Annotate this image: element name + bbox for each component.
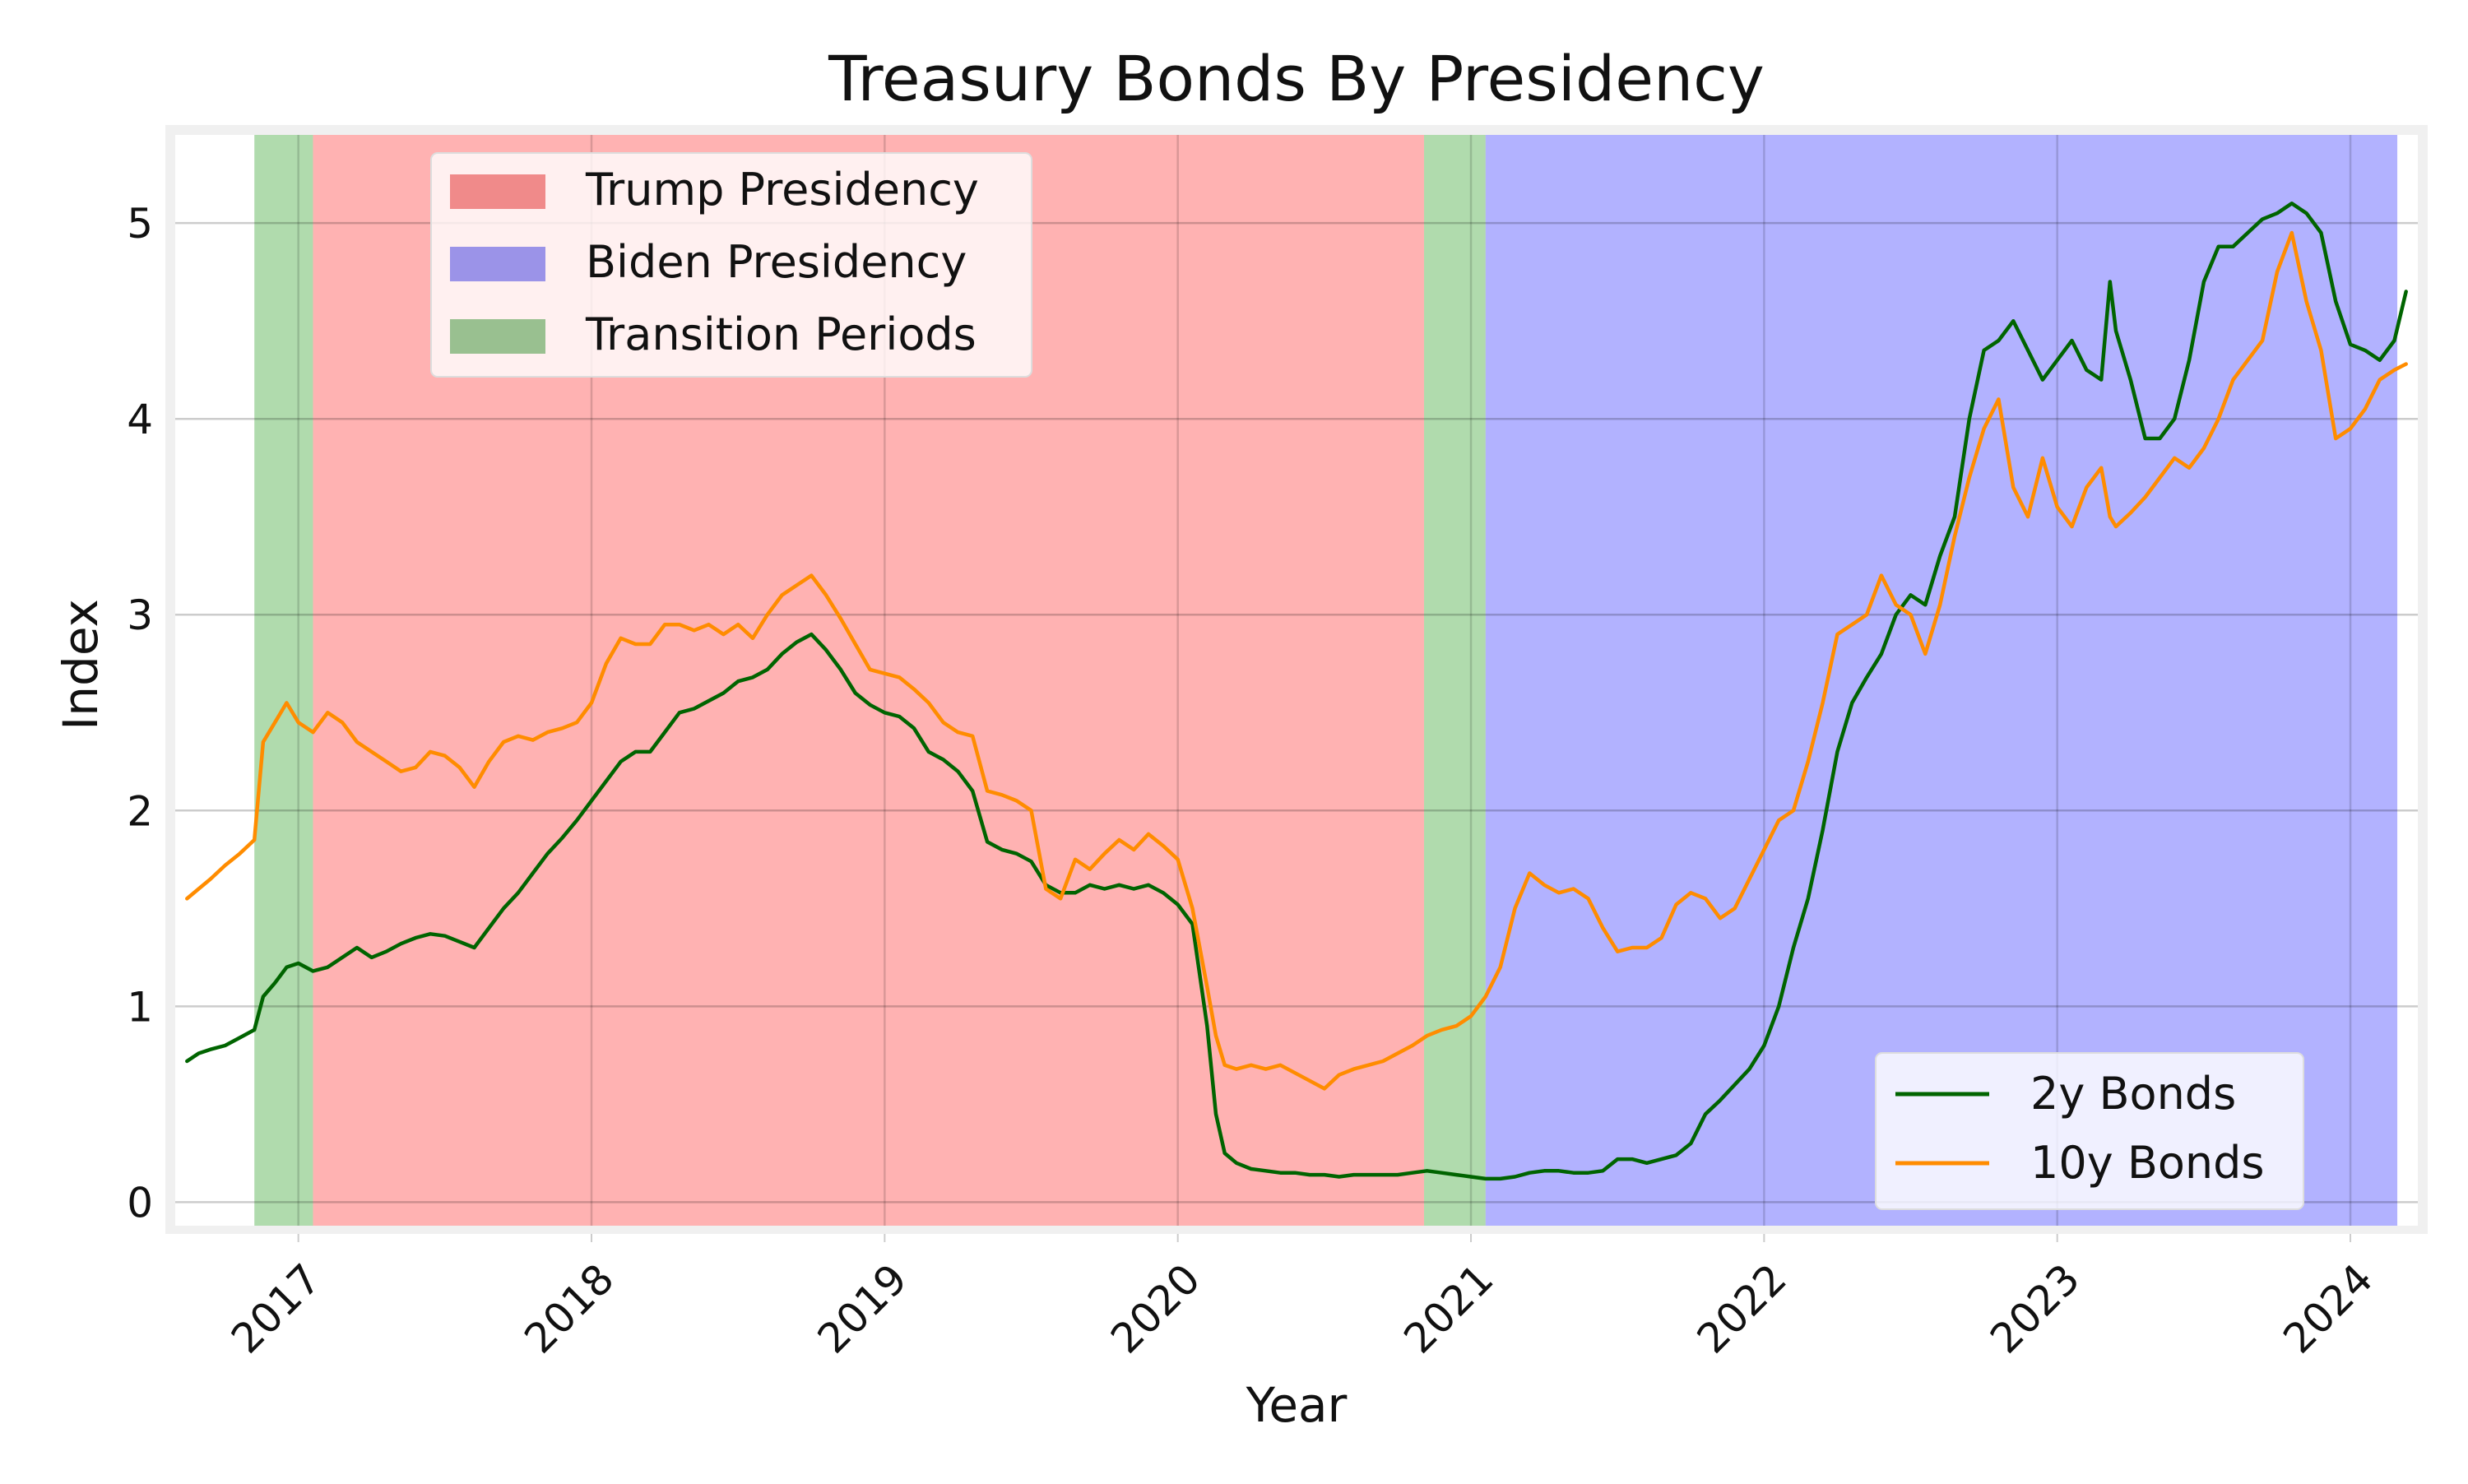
span-transition-periods-0 <box>254 135 313 1226</box>
line-legend-label-2y-bonds: 2y Bonds <box>2030 1068 2236 1120</box>
series-layer <box>185 202 2408 1181</box>
span-legend-box <box>430 152 1032 378</box>
y-tick-label-2: 2 <box>127 787 153 835</box>
span-legend-swatch-transition-periods <box>450 319 545 354</box>
y-tick-label-5: 5 <box>127 200 153 248</box>
y-tick-label-3: 3 <box>127 591 153 639</box>
series-line-10y-bonds <box>185 230 2408 1091</box>
span-legend-label-transition-periods: Transition Periods <box>585 308 977 360</box>
span-legend-swatch-trump-presidency <box>450 174 545 209</box>
y-tick-label-0: 0 <box>127 1179 153 1227</box>
span-legend-label-biden-presidency: Biden Presidency <box>586 236 967 288</box>
line-legend: 2y Bonds 10y Bonds <box>1875 1052 2304 1210</box>
series-line-2y-bonds <box>185 202 2408 1181</box>
y-tick-label-4: 4 <box>127 396 153 443</box>
span-transition-periods-2 <box>1424 135 1486 1226</box>
span-biden-presidency-3 <box>1485 135 2398 1226</box>
span-legend: Trump Presidency Biden Presidency Transiti… <box>430 152 1032 378</box>
y-axis-label: Index <box>53 599 109 730</box>
line-legend-label-10y-bonds: 10y Bonds <box>2030 1137 2265 1189</box>
y-ticks: 0 1 2 3 4 5 <box>127 200 153 1227</box>
chart-title: Treasury Bonds By Presidency <box>828 42 1765 115</box>
y-tick-label-1: 1 <box>127 983 153 1031</box>
span-legend-swatch-biden-presidency <box>450 247 545 281</box>
x-axis-label: Year <box>1246 1377 1348 1433</box>
span-legend-label-trump-presidency: Trump Presidency <box>585 164 979 216</box>
